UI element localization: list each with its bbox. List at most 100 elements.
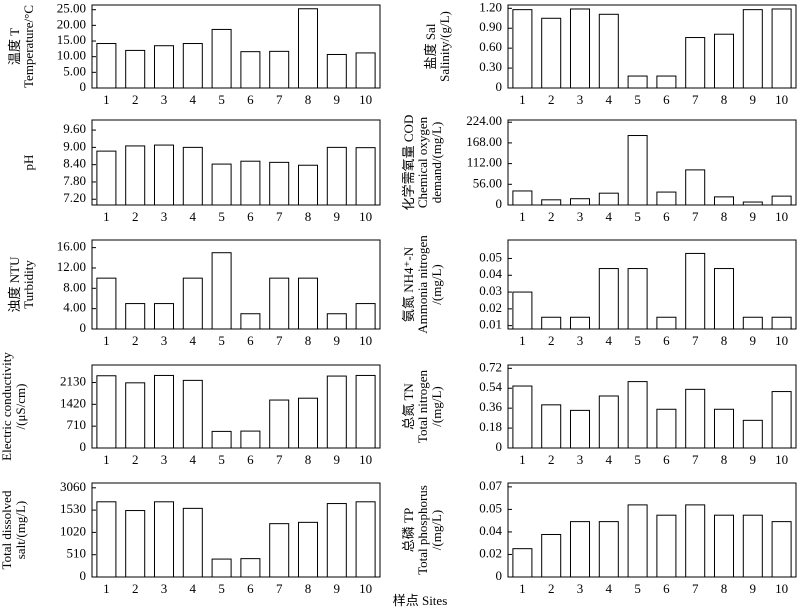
bar [713,514,735,578]
x-tick-label: 10 [359,452,372,467]
bar [182,507,203,578]
x-tick-label: 10 [775,209,788,224]
y-tick-label: 9.60 [63,121,86,136]
y-axis-label: Turbidity [21,260,36,309]
x-tick-label: 2 [132,581,139,596]
bar [182,379,203,449]
x-tick-label: 8 [721,209,728,224]
x-tick-label: 5 [634,92,641,107]
y-tick-label: 0 [80,568,87,583]
x-tick-label: 2 [548,209,555,224]
bar [685,37,706,89]
x-tick-label: 7 [276,333,283,348]
bar [96,277,117,330]
bar [240,430,261,449]
y-tick-label: 15.00 [57,32,86,47]
x-tick-label: 9 [750,209,757,224]
x-tick-label: 3 [577,452,584,467]
x-tick-label: 9 [334,209,341,224]
bar [742,316,763,330]
x-tick-label: 9 [750,333,757,348]
x-tick-label: 2 [548,581,555,596]
bar [153,303,175,330]
y-axis-label: /(mg/L) [429,510,444,550]
x-tick-label: 8 [305,581,312,596]
y-axis-label: 浊度 NTU [7,256,22,313]
y-tick-label: 0.07 [479,478,502,493]
x-tick-label: 1 [103,333,110,348]
y-tick-label: 16.00 [57,239,86,254]
x-tick-label: 8 [721,452,728,467]
bar [598,268,619,330]
x-tick-label: 4 [606,581,613,596]
bar [297,397,319,449]
x-tick-label: 3 [161,452,168,467]
plot-frame [91,4,381,89]
bar [569,198,591,206]
x-tick-label: 6 [247,333,254,348]
x-tick-label: 9 [334,581,341,596]
x-tick-label: 1 [103,452,110,467]
y-tick-label: 7.80 [63,173,86,188]
x-tick-label: 9 [334,333,341,348]
bar [656,408,677,449]
y-axis-label: demand/(mg/L) [429,122,444,204]
y-tick-label: 0 [80,439,87,454]
x-tick-label: 8 [305,333,312,348]
bar [771,521,792,578]
y-tick-label: 0.04 [479,266,502,281]
x-tick-label: 10 [775,581,788,596]
bar [355,147,376,206]
x-tick-label: 5 [634,209,641,224]
x-tick-label: 5 [634,333,641,348]
plot-frame [91,119,381,206]
x-tick-label: 4 [606,92,613,107]
bar [355,374,376,449]
y-axis-label: /(μS/cm) [13,384,28,430]
x-tick-label: 2 [548,333,555,348]
bar [153,45,175,89]
x-tick-label: 6 [247,452,254,467]
bar [297,164,319,206]
plot-frame [91,239,381,330]
bar [326,313,347,330]
plot-frame [507,239,797,330]
x-tick-label: 3 [161,333,168,348]
x-tick-label: 1 [519,209,526,224]
x-tick-label: 6 [663,452,670,467]
bar [656,191,677,206]
y-tick-label: 224.00 [466,113,502,128]
x-tick-label: 3 [161,209,168,224]
x-tick-label: 1 [103,92,110,107]
bar [182,43,203,89]
bar [598,192,619,206]
bar [211,163,232,206]
bar [541,199,562,206]
bar [742,419,763,449]
bar [96,375,117,449]
x-tick-label: 6 [247,92,254,107]
y-tick-label: 0.36 [479,399,502,414]
bar [355,52,376,89]
plot-frame [507,364,797,449]
bar [269,277,290,330]
x-tick-label: 9 [750,452,757,467]
y-tick-label: 56.00 [473,175,502,190]
bar [512,9,533,89]
bar [771,8,792,89]
bar [153,144,175,206]
bar [742,9,763,89]
x-tick-label: 10 [359,92,372,107]
x-tick-label: 8 [721,92,728,107]
y-tick-label: 510 [67,546,87,561]
y-tick-label: 0.01 [479,317,502,332]
x-tick-label: 7 [692,452,699,467]
x-tick-label: 1 [103,209,110,224]
y-tick-label: 0.90 [479,19,502,34]
y-tick-label: 112.00 [467,155,502,170]
x-tick-label: 7 [276,452,283,467]
x-tick-label: 10 [359,581,372,596]
bar [541,534,562,578]
y-tick-label: 0.03 [479,283,502,298]
x-tick-label: 4 [190,333,197,348]
